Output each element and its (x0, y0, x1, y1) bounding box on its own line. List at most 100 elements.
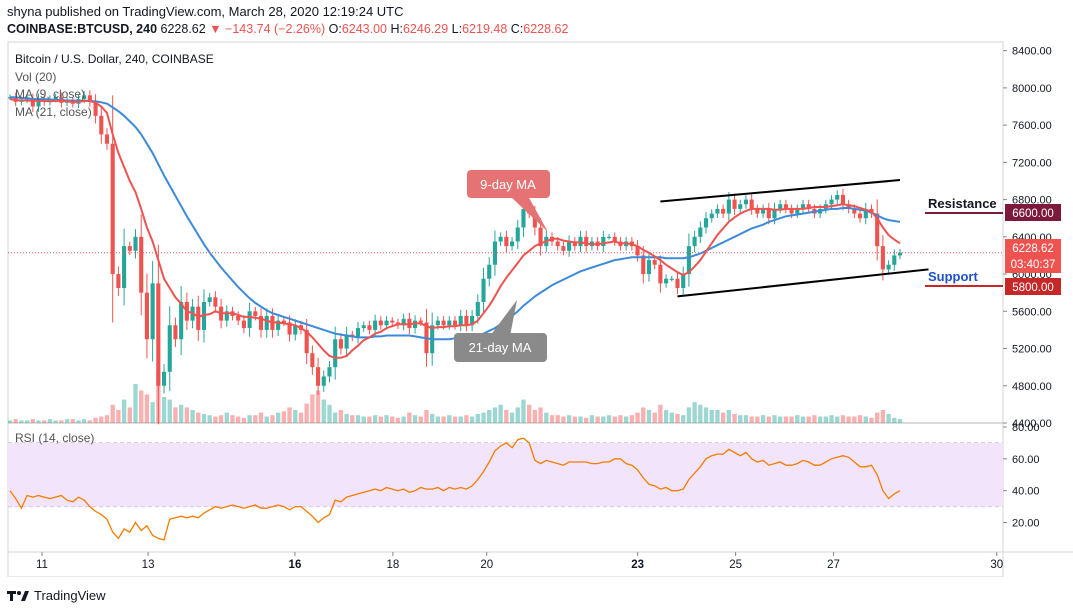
candle (213, 291, 218, 313)
candle (179, 286, 184, 356)
candle (36, 93, 41, 112)
rsi-axis[interactable]: 20.00 40.00 60.00 80.00 (1003, 422, 1040, 530)
candle (743, 195, 749, 209)
price-tick-label: 8000.00 (1012, 83, 1052, 95)
candle (840, 188, 846, 211)
volume-bar (618, 415, 623, 423)
candle (509, 237, 515, 251)
ma9-line (9, 98, 901, 359)
volume-bar (258, 412, 264, 423)
volume-bar (139, 390, 144, 423)
volume-bar (150, 402, 155, 423)
candle (675, 272, 680, 295)
candle (892, 249, 897, 271)
symbol: COINBASE:BTCUSD, 240 (7, 22, 158, 36)
ma9-callout-box (467, 170, 550, 198)
candle (133, 229, 138, 259)
support-price-text: 5800.00 (1012, 282, 1054, 294)
published-line: shyna published on TradingView.com, Marc… (7, 4, 404, 19)
volume-bar (93, 417, 98, 423)
volume-bar (897, 419, 903, 423)
volume-bar (173, 407, 178, 423)
volume-bar (458, 416, 463, 423)
volume-bar (236, 416, 241, 423)
candle (355, 322, 361, 344)
volume-bar (321, 399, 326, 423)
price-axis[interactable]: 4400.004800.005200.005600.006000.006400.… (1003, 46, 1052, 430)
volume-bar (76, 420, 81, 423)
price-channel (8, 179, 1003, 298)
candle (281, 317, 286, 326)
volume-bar (641, 407, 646, 423)
volume-bar (184, 407, 190, 423)
volume-bar (338, 410, 344, 423)
candle (504, 230, 509, 253)
volume-bar (350, 415, 355, 423)
volume-bar (167, 399, 172, 423)
candle (897, 248, 903, 260)
candle (664, 274, 669, 288)
volume-bar (441, 416, 446, 423)
volume-bar (293, 410, 298, 423)
volume-bar (395, 417, 401, 423)
volume-bar (857, 415, 863, 423)
volume-bar (800, 416, 806, 423)
candle (606, 234, 612, 240)
time-axis[interactable]: 11 13 16 18 20 23 25 27 30 (36, 552, 1003, 571)
volume-bar (253, 415, 258, 423)
volume-bar (612, 416, 617, 423)
candle (310, 345, 315, 375)
price-tick-label: 4400.00 (1012, 418, 1052, 430)
candle (475, 294, 480, 324)
volume-bar (7, 420, 13, 423)
legend-title: Bitcoin / U.S. Dollar, 240, COINBASE (15, 52, 214, 66)
candle (766, 202, 771, 225)
time-tick-label: 23 (631, 559, 644, 571)
volume-bar (658, 404, 663, 423)
volume-bar (652, 412, 657, 423)
candle (167, 306, 172, 391)
time-tick-label: 25 (729, 559, 742, 571)
volume-bar (213, 416, 218, 423)
candle (241, 315, 246, 334)
volume-bar (732, 413, 737, 423)
candle (669, 275, 674, 282)
volume-bar (464, 415, 469, 423)
volume-bar (487, 410, 492, 423)
time-tick-label: 13 (142, 559, 155, 571)
volume-bar (333, 412, 338, 423)
candle (761, 204, 766, 218)
volume-bar (241, 417, 247, 423)
brand-name: TradingView (34, 588, 106, 603)
volume-bar (87, 420, 93, 423)
candle (698, 221, 703, 243)
volume-bar (635, 412, 640, 423)
candle (880, 235, 885, 281)
candle (681, 266, 686, 296)
close-label: C: (510, 22, 524, 36)
volume-bar (755, 416, 760, 423)
legend-rsi: RSI (14, close) (15, 431, 94, 445)
volume-bar (892, 417, 897, 423)
candle (150, 261, 155, 362)
candle (367, 320, 372, 335)
volume-bar (686, 407, 692, 423)
volume-bar (646, 410, 652, 423)
volume-bar (59, 420, 64, 423)
volume-bar (584, 417, 589, 423)
rsi-tick-label: 20.00 (1012, 518, 1040, 530)
volume-bar (623, 416, 629, 423)
candle (287, 315, 292, 342)
price-chart[interactable]: 4400.004800.005200.005600.006000.006400.… (0, 40, 1073, 577)
ma21-callout: 21-day MA (454, 300, 547, 362)
candle (755, 204, 760, 218)
time-tick-label: 18 (386, 559, 399, 571)
time-tick-label: 20 (480, 559, 493, 571)
volume-bar (372, 415, 378, 423)
volume-bar (840, 415, 846, 423)
candle (515, 219, 520, 250)
volume-bar (481, 412, 486, 423)
volume-bar (601, 416, 606, 423)
volume-bar (469, 416, 475, 423)
candle (401, 313, 406, 331)
